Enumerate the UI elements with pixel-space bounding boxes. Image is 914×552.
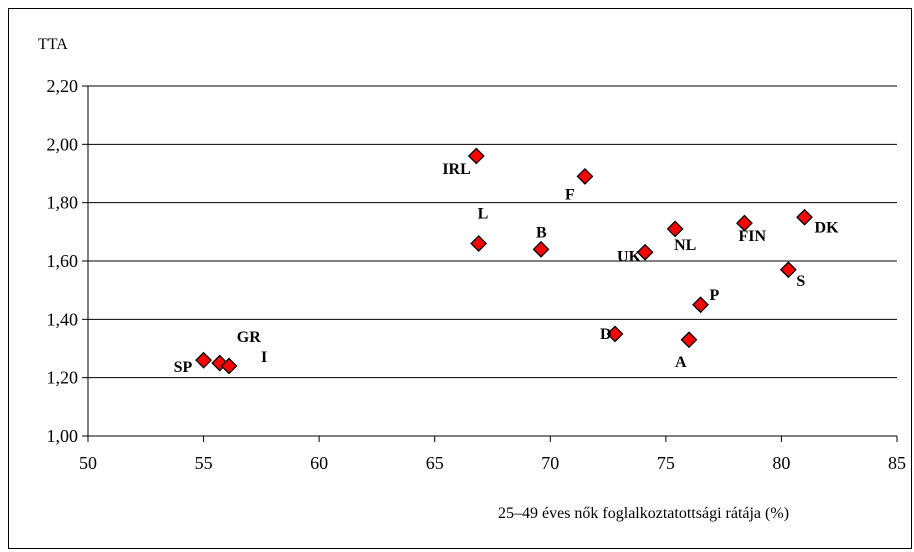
- data-point-nl: [666, 220, 684, 238]
- data-point-b: [532, 240, 550, 258]
- data-point-d: [606, 325, 624, 343]
- data-point-f: [576, 167, 594, 185]
- axes: [82, 85, 898, 442]
- gridlines: [88, 85, 897, 379]
- point-label-f: F: [565, 186, 575, 203]
- point-label-gr: GR: [237, 329, 261, 346]
- point-label-s: S: [796, 273, 805, 290]
- data-point-sp: [195, 351, 212, 369]
- point-label-i: I: [261, 349, 267, 366]
- y-tick-label: 1,60: [47, 251, 79, 271]
- point-label-irl: IRL: [442, 161, 470, 178]
- x-tick-label: 50: [79, 453, 97, 473]
- data-point-l: [470, 235, 488, 252]
- data-points: [195, 147, 813, 375]
- x-tick-label: 85: [888, 453, 906, 473]
- y-tick-label: 1,00: [47, 426, 79, 446]
- data-point-irl: [467, 147, 485, 165]
- point-labels: SP GRI IRL L B F D UK NL A P FIN S DK: [174, 161, 840, 376]
- point-label-nl: NL: [674, 237, 696, 254]
- x-tick-labels: 50 55 60 65 70 75 80 85: [79, 453, 906, 473]
- x-tick-label: 65: [426, 453, 444, 473]
- x-axis-title: 25–49 éves nők foglalkoztatottsági rátáj…: [498, 505, 789, 522]
- point-label-b: B: [536, 224, 547, 241]
- data-point-fin: [736, 214, 753, 232]
- point-label-sp: SP: [174, 359, 193, 376]
- x-tick-label: 55: [195, 453, 213, 473]
- point-label-a: A: [675, 354, 687, 371]
- data-point-s: [779, 261, 797, 279]
- y-tick-label: 1,40: [47, 309, 79, 329]
- data-point-dk: [796, 208, 813, 226]
- chart-frame: [8, 8, 912, 549]
- point-label-fin: FIN: [738, 228, 766, 245]
- data-point-p: [692, 296, 709, 314]
- x-tick-label: 70: [541, 453, 559, 473]
- data-point-uk: [636, 243, 654, 261]
- x-tick-label: 60: [310, 453, 328, 473]
- point-label-uk: UK: [617, 248, 642, 265]
- point-label-l: L: [478, 206, 489, 223]
- x-tick-label: 75: [657, 453, 675, 473]
- y-tick-label: 1,20: [47, 368, 79, 388]
- y-tick-label: 2,20: [47, 76, 79, 96]
- data-point-i: [220, 357, 238, 375]
- y-tick-labels: 1,00 1,20 1,40 1,60 1,80 2,00 2,20: [47, 76, 79, 446]
- point-label-p: P: [710, 287, 720, 304]
- point-label-dk: DK: [815, 219, 840, 236]
- x-tick-label: 80: [772, 453, 790, 473]
- y-tick-label: 1,80: [47, 193, 79, 213]
- y-axis-title: TTA: [38, 36, 68, 53]
- point-label-d: D: [600, 326, 612, 343]
- y-tick-label: 2,00: [47, 134, 79, 154]
- data-point-a: [680, 331, 698, 349]
